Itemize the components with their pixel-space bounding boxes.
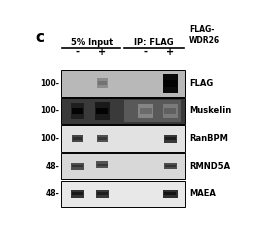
Bar <box>164 80 177 87</box>
Bar <box>71 190 84 198</box>
Text: 48-: 48- <box>45 189 59 198</box>
Text: RanBPM: RanBPM <box>189 134 228 143</box>
Bar <box>95 190 109 198</box>
Bar <box>97 135 108 142</box>
Bar <box>96 108 108 114</box>
Text: 100-: 100- <box>40 134 59 143</box>
Bar <box>163 104 178 118</box>
Text: FLAG: FLAG <box>189 79 213 88</box>
Bar <box>72 108 83 114</box>
Bar <box>124 100 181 122</box>
Bar <box>95 102 110 120</box>
Bar <box>164 163 177 169</box>
Bar <box>96 161 109 168</box>
Bar <box>71 163 84 170</box>
Bar <box>165 137 176 140</box>
Text: 5% Input: 5% Input <box>70 38 113 47</box>
Text: 100-: 100- <box>40 106 59 115</box>
Bar <box>73 137 82 140</box>
Text: MAEA: MAEA <box>189 189 216 198</box>
Bar <box>61 98 185 124</box>
Bar <box>97 163 107 166</box>
Bar <box>97 78 108 88</box>
Bar <box>71 103 84 119</box>
Text: -: - <box>144 47 148 57</box>
Text: IP: FLAG: IP: FLAG <box>134 38 173 47</box>
Text: +: + <box>98 47 106 57</box>
Bar <box>164 192 176 195</box>
Bar <box>140 108 152 114</box>
Bar <box>61 125 185 152</box>
Bar <box>164 108 176 114</box>
Text: +: + <box>166 47 174 57</box>
Bar <box>98 137 107 140</box>
Bar <box>61 153 185 179</box>
Bar <box>72 165 83 168</box>
Bar <box>163 190 178 198</box>
Text: Muskelin: Muskelin <box>189 106 231 115</box>
Bar <box>61 180 185 207</box>
Text: 48-: 48- <box>45 162 59 171</box>
Text: -: - <box>76 47 80 57</box>
Text: 100-: 100- <box>40 79 59 88</box>
Text: c: c <box>35 30 44 45</box>
Bar <box>163 74 178 93</box>
Bar <box>165 165 176 167</box>
Bar <box>97 192 108 195</box>
Bar <box>72 135 83 142</box>
Bar <box>138 104 153 118</box>
Bar <box>98 81 107 85</box>
Text: FLAG-
WDR26: FLAG- WDR26 <box>189 25 220 45</box>
Bar <box>72 192 83 195</box>
Bar <box>61 70 185 97</box>
Bar <box>164 135 177 142</box>
Text: RMND5A: RMND5A <box>189 162 230 171</box>
